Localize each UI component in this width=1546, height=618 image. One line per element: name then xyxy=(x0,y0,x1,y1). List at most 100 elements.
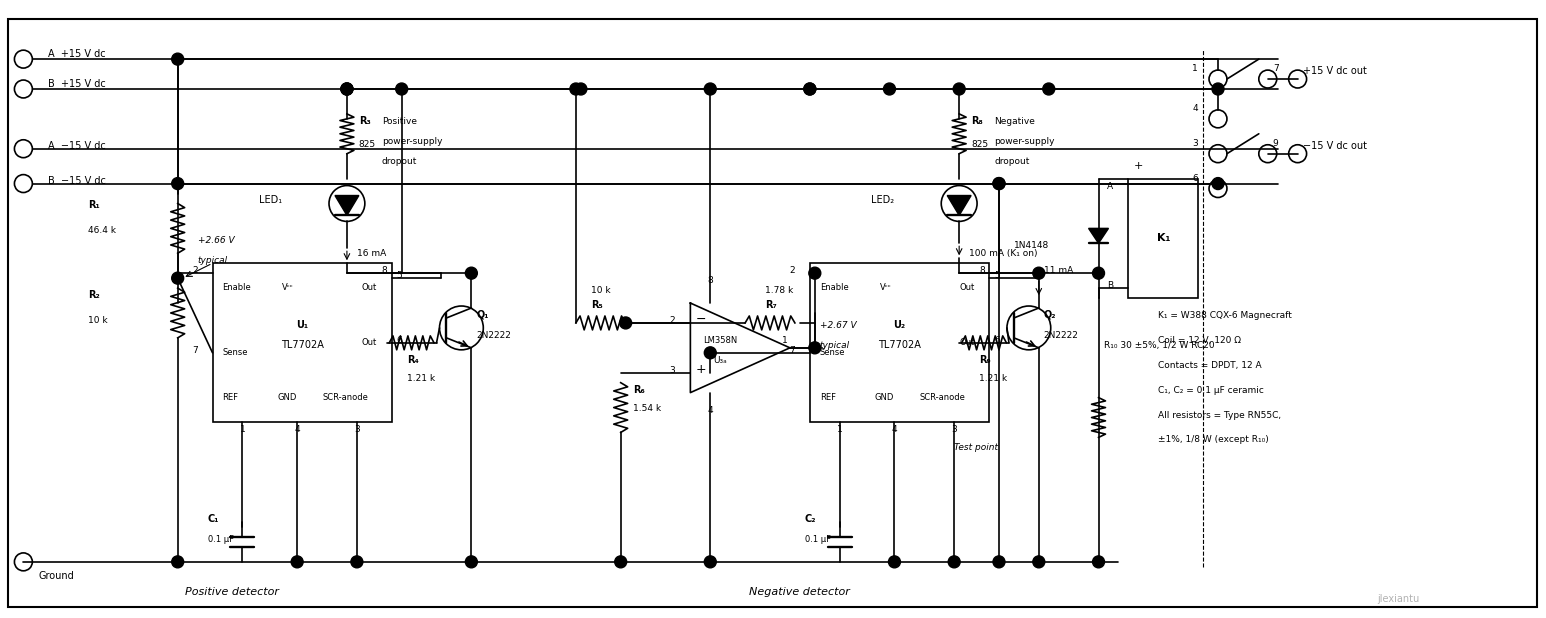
Text: 2: 2 xyxy=(790,266,795,275)
Text: 6: 6 xyxy=(994,336,1000,345)
Text: jlexiantu: jlexiantu xyxy=(1377,594,1419,604)
Text: Q₂: Q₂ xyxy=(1044,310,1056,320)
Text: +: + xyxy=(1135,161,1144,171)
Text: SCR-anode: SCR-anode xyxy=(322,393,368,402)
Circle shape xyxy=(883,83,895,95)
Text: −: − xyxy=(696,313,707,326)
Polygon shape xyxy=(335,195,359,216)
Circle shape xyxy=(1093,267,1104,279)
Text: 1: 1 xyxy=(782,336,788,345)
Text: A  +15 V dc: A +15 V dc xyxy=(48,49,105,59)
Text: K₁: K₁ xyxy=(1156,234,1170,243)
Circle shape xyxy=(809,342,821,353)
Circle shape xyxy=(804,83,816,95)
Text: K₁ = W388 CQX-6 Magnecraft: K₁ = W388 CQX-6 Magnecraft xyxy=(1158,311,1292,320)
Text: Ground: Ground xyxy=(39,571,74,581)
Text: R₆: R₆ xyxy=(632,384,645,395)
Text: 1: 1 xyxy=(240,425,246,434)
Text: Out: Out xyxy=(362,283,377,292)
Bar xyxy=(1129,179,1198,298)
Text: SCR-anode: SCR-anode xyxy=(920,393,965,402)
Text: 6: 6 xyxy=(1192,174,1198,182)
Text: 7: 7 xyxy=(788,346,795,355)
Text: R₇: R₇ xyxy=(765,300,776,310)
Text: 1N4148: 1N4148 xyxy=(1014,241,1048,250)
Text: 7: 7 xyxy=(192,346,198,355)
Text: +2.67 V: +2.67 V xyxy=(819,321,856,330)
Text: 2: 2 xyxy=(192,266,198,275)
Text: U₁: U₁ xyxy=(297,320,308,330)
Text: R₅: R₅ xyxy=(591,300,603,310)
Circle shape xyxy=(620,317,632,329)
Circle shape xyxy=(1033,556,1045,568)
Text: 9: 9 xyxy=(1272,138,1279,148)
Circle shape xyxy=(172,53,184,65)
Text: GND: GND xyxy=(277,393,297,402)
Text: 16 mA: 16 mA xyxy=(357,249,386,258)
Circle shape xyxy=(291,556,303,568)
Text: 8: 8 xyxy=(708,276,713,285)
Text: dropout: dropout xyxy=(994,156,1030,166)
Text: Sense: Sense xyxy=(819,349,846,357)
Text: R₁₀ 30 ±5%, 1/2 W RC20: R₁₀ 30 ±5%, 1/2 W RC20 xyxy=(1104,341,1214,350)
Text: 0.1 μF: 0.1 μF xyxy=(805,535,830,544)
Text: B  +15 V dc: B +15 V dc xyxy=(48,79,107,89)
Text: dropout: dropout xyxy=(382,156,417,166)
Text: LED₁: LED₁ xyxy=(260,195,283,205)
Circle shape xyxy=(1033,267,1045,279)
Text: C₂: C₂ xyxy=(805,514,816,524)
Circle shape xyxy=(1093,556,1104,568)
Text: ±1%, 1/8 W (except R₁₀): ±1%, 1/8 W (except R₁₀) xyxy=(1158,436,1269,444)
Bar xyxy=(212,263,391,423)
Text: Negative detector: Negative detector xyxy=(750,586,850,597)
Text: R₄: R₄ xyxy=(407,355,419,365)
Text: 5: 5 xyxy=(994,271,1000,280)
Circle shape xyxy=(172,556,184,568)
Text: 11 mA: 11 mA xyxy=(1044,266,1073,275)
Text: 4: 4 xyxy=(892,425,897,434)
Text: 1.78 k: 1.78 k xyxy=(765,286,793,295)
Text: 0.1 μF: 0.1 μF xyxy=(207,535,233,544)
Text: Negative: Negative xyxy=(994,117,1034,126)
Circle shape xyxy=(705,347,716,359)
Text: Test point: Test point xyxy=(954,443,999,452)
Text: A: A xyxy=(1107,182,1113,190)
Text: 3: 3 xyxy=(669,366,676,375)
Circle shape xyxy=(396,83,408,95)
Text: LED₂: LED₂ xyxy=(872,195,895,205)
Text: Vᶜᶜ: Vᶜᶜ xyxy=(880,283,892,292)
Text: 2N2222: 2N2222 xyxy=(1044,331,1079,340)
Bar xyxy=(810,263,989,423)
Polygon shape xyxy=(1088,229,1108,243)
Text: −15 V dc out: −15 V dc out xyxy=(1303,141,1367,151)
Text: Out: Out xyxy=(362,338,377,347)
Text: Out: Out xyxy=(959,338,974,347)
Circle shape xyxy=(948,556,960,568)
Text: Positive: Positive xyxy=(382,117,417,126)
Text: +15 V dc out: +15 V dc out xyxy=(1303,66,1367,76)
Circle shape xyxy=(615,556,626,568)
Text: 1.21 k: 1.21 k xyxy=(407,374,434,383)
Circle shape xyxy=(804,83,816,95)
Text: 1.54 k: 1.54 k xyxy=(632,404,660,413)
Text: 2N2222: 2N2222 xyxy=(476,331,512,340)
Text: typical: typical xyxy=(819,341,850,350)
Text: R₂: R₂ xyxy=(88,290,100,300)
Circle shape xyxy=(465,556,478,568)
Text: Vᶜᶜ: Vᶜᶜ xyxy=(283,283,294,292)
Text: Enable: Enable xyxy=(223,283,252,292)
Circle shape xyxy=(465,267,478,279)
Text: All resistors = Type RN55C,: All resistors = Type RN55C, xyxy=(1158,410,1282,420)
Text: TL7702A: TL7702A xyxy=(281,340,323,350)
Text: 46.4 k: 46.4 k xyxy=(88,226,116,235)
Circle shape xyxy=(993,177,1005,190)
Circle shape xyxy=(172,177,184,190)
Text: TL7702A: TL7702A xyxy=(878,340,921,350)
Text: GND: GND xyxy=(875,393,894,402)
Text: C₁: C₁ xyxy=(207,514,220,524)
Circle shape xyxy=(342,83,352,95)
Text: 3: 3 xyxy=(354,425,360,434)
Circle shape xyxy=(993,556,1005,568)
Circle shape xyxy=(172,272,184,284)
Text: 2: 2 xyxy=(669,316,676,325)
